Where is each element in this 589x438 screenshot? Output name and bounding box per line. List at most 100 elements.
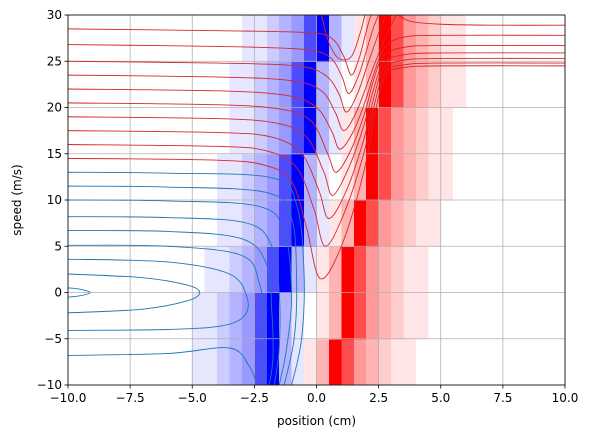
heat-cell [254,107,268,155]
heat-cell [241,246,255,293]
heat-cell [304,338,317,385]
heat-cell [440,246,454,293]
heat-cell [440,61,454,108]
ticks: −10.0 −7.5 −5.0 −2.5 0.0 2.5 5.0 7.5 10.0 −10 −5 0 5… [37,8,579,405]
heat-cell [192,292,206,340]
heat-cell [229,338,243,385]
heat-cell [378,107,392,155]
contours [68,15,565,385]
heat-cell [366,246,380,293]
heat-cell [179,246,193,293]
heat-cell [440,338,454,385]
heat-cell [304,200,317,247]
heat-cell [217,338,231,385]
heat-cell [403,107,417,155]
heat-cell [366,200,380,247]
heat-cell [428,15,442,62]
heat-cell [440,107,454,155]
heat-cell [403,292,417,340]
y-tick-label: −5 [44,332,62,346]
contour-line [68,244,266,385]
heat-cell [353,15,367,62]
heat-cell [291,246,305,293]
heat-cell [341,61,355,108]
heatmap [167,15,467,385]
y-tick-label: 25 [47,54,62,68]
heat-cell [391,153,404,201]
heat-cell [428,153,442,201]
contour-line [68,230,274,385]
contour-line [68,44,565,173]
heat-cell [279,338,293,385]
y-tick-label: −10 [37,378,62,392]
heat-cell [316,153,330,201]
heat-cell [403,246,417,293]
heat-cell [391,246,404,293]
heat-cell [415,200,429,247]
heat-cell [341,338,355,385]
heat-cell [266,292,280,340]
heat-cell [204,338,218,385]
contour-line [68,185,298,385]
heat-cell [204,153,218,201]
heat-cell [167,338,181,385]
contour-line [68,15,372,76]
heat-cell [179,338,193,385]
heat-cell [353,61,367,108]
heat-cell [279,61,293,108]
heat-cell [366,15,380,62]
heat-cell [167,153,181,201]
heat-cell [304,107,317,155]
heat-cell [328,107,342,155]
heat-cell [279,200,293,247]
x-tick-label: −10.0 [50,391,87,405]
contour-line [68,171,305,385]
heat-cell [254,153,268,201]
heat-cell [167,61,181,108]
heat-cell [403,153,417,201]
heat-cell [254,292,268,340]
x-tick-label: 5.0 [431,391,450,405]
heat-cell [453,246,467,293]
heat-cell [415,338,429,385]
heat-cell [241,61,255,108]
heat-cell [440,153,454,201]
heat-cell [415,15,429,62]
heat-cell [204,246,218,293]
heat-cell [403,200,417,247]
heat-cell [266,107,280,155]
heat-cell [279,153,293,201]
heat-cell [415,61,429,108]
heat-cell [428,292,442,340]
contour-line [398,15,565,26]
heat-cell [378,292,392,340]
heat-cell [453,200,467,247]
x-tick-label: −5.0 [178,391,207,405]
heat-cell [204,107,218,155]
heat-cell [217,15,231,62]
y-tick-label: 5 [54,239,62,253]
heat-cell [304,15,317,62]
y-axis-label: speed (m/s) [10,164,24,235]
y-tick-label: 30 [47,8,62,22]
heat-cell [341,15,355,62]
heat-cell [366,338,380,385]
heat-cell [353,200,367,247]
heat-cell [353,246,367,293]
heat-cell [266,61,280,108]
heat-cell [167,200,181,247]
heat-cell [266,15,280,62]
heat-cell [204,15,218,62]
heat-cell [453,15,467,62]
heat-cell [428,200,442,247]
x-tick-label: −7.5 [116,391,145,405]
heat-cell [179,15,193,62]
contour-line [68,258,249,331]
heat-cell [341,246,355,293]
heat-cell [391,15,404,62]
heat-cell [341,200,355,247]
heat-cell [415,153,429,201]
contour-line [68,15,387,113]
heat-cell [217,292,231,340]
heat-cell [254,61,268,108]
